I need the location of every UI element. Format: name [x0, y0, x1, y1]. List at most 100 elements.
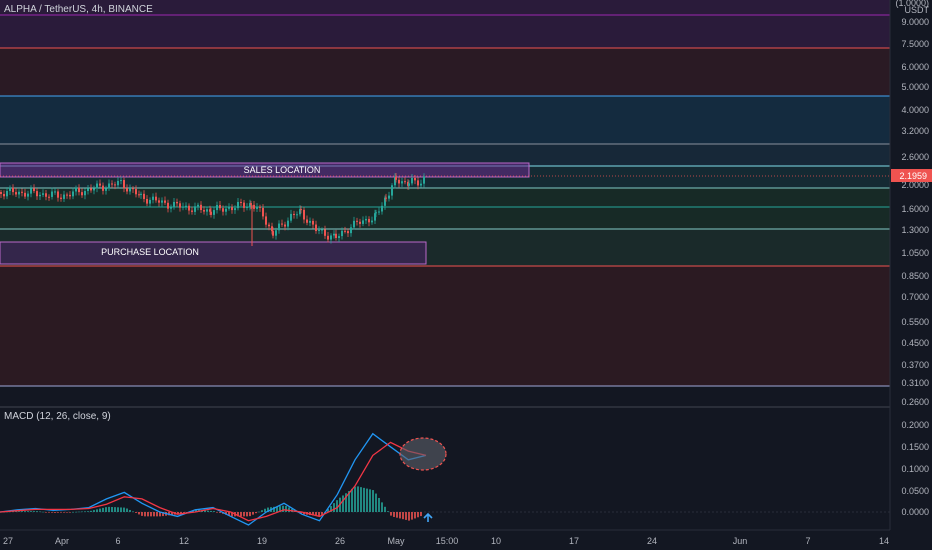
- candle-body: [268, 224, 270, 227]
- candle-body: [391, 185, 393, 196]
- candle-body: [99, 183, 101, 186]
- price-tick-label: 0.7000: [901, 292, 929, 302]
- macd-histogram-bar: [117, 507, 119, 512]
- price-tick-label: 5.0000: [901, 82, 929, 92]
- macd-histogram-bar: [15, 511, 17, 512]
- macd-histogram-bar: [279, 506, 281, 512]
- candle-body: [191, 210, 193, 212]
- purchase-zone[interactable]: [0, 241, 427, 265]
- macd-histogram-bar: [321, 512, 323, 515]
- price-tick-label: 0.3700: [901, 360, 929, 370]
- candle-body: [300, 209, 302, 211]
- macd-pane[interactable]: [0, 408, 890, 530]
- candle-body: [170, 207, 172, 209]
- time-tick-label: 12: [179, 536, 189, 546]
- candle-body: [253, 204, 255, 209]
- macd-histogram-bar: [363, 487, 365, 512]
- candle-body: [48, 196, 50, 198]
- candle-body: [30, 188, 32, 194]
- candle-body: [96, 183, 98, 189]
- macd-histogram-bar: [78, 511, 80, 513]
- candle-body: [164, 200, 166, 203]
- sales-zone[interactable]: [0, 162, 530, 178]
- macd-histogram-bar: [18, 511, 20, 512]
- candle-body: [414, 177, 416, 181]
- macd-histogram-bar: [147, 512, 149, 517]
- macd-histogram-bar: [63, 512, 65, 513]
- candle-body: [66, 194, 68, 196]
- macd-histogram-bar: [123, 507, 125, 512]
- candle-body: [290, 213, 292, 221]
- candle-body: [408, 183, 410, 186]
- candle-body: [371, 220, 373, 223]
- candle-body: [271, 226, 273, 232]
- highlight-ellipse[interactable]: [399, 437, 447, 471]
- up-arrow-icon[interactable]: [423, 512, 433, 522]
- price-tick-label: 6.0000: [901, 62, 929, 72]
- macd-histogram-bar: [213, 511, 215, 512]
- candle-body: [318, 229, 320, 231]
- candle-body: [15, 192, 17, 195]
- candle-body: [135, 189, 137, 195]
- macd-histogram-bar: [135, 512, 137, 513]
- macd-histogram-bar: [72, 511, 74, 513]
- candle-body: [299, 209, 301, 215]
- candle-body: [234, 208, 236, 211]
- macd-plot: [0, 432, 427, 526]
- price-tick-label: 7.5000: [901, 39, 929, 49]
- macd-histogram-bar: [87, 511, 89, 512]
- candle-body: [155, 196, 157, 201]
- candles: [0, 172, 425, 246]
- candle-body: [36, 191, 38, 197]
- candle-body: [123, 180, 125, 189]
- candle-body: [18, 191, 20, 195]
- candle-body: [197, 204, 199, 207]
- macd-histogram-bar: [300, 512, 302, 514]
- macd-histogram-bar: [399, 512, 401, 519]
- macd-histogram-bar: [255, 512, 257, 514]
- macd-histogram-bar: [318, 512, 320, 517]
- time-axis[interactable]: [0, 530, 932, 550]
- candle-body: [120, 180, 122, 182]
- macd-histogram-bar: [162, 512, 164, 517]
- candle-body: [362, 220, 364, 224]
- current-price-badge: [891, 169, 932, 182]
- macd-histogram-bar: [69, 512, 71, 513]
- candle-body: [194, 206, 196, 212]
- time-tick-label: 15:00: [436, 536, 459, 546]
- macd-histogram-bar: [141, 512, 143, 516]
- candle-body: [84, 191, 86, 196]
- macd-histogram-bar: [231, 512, 233, 517]
- macd-histogram-bar: [393, 512, 395, 517]
- candle-body: [81, 192, 83, 196]
- candle-body: [140, 193, 142, 195]
- candle-body: [39, 194, 41, 197]
- candle-body: [42, 193, 44, 195]
- candle-body: [423, 176, 425, 184]
- candle-body: [129, 188, 131, 192]
- price-axis[interactable]: [890, 0, 932, 530]
- price-tick-label: 0.3100: [901, 378, 929, 388]
- candle-body: [284, 224, 286, 227]
- macd-histogram-bar: [420, 512, 422, 517]
- macd-histogram-bar: [357, 486, 359, 512]
- macd-histogram-bar: [96, 509, 98, 512]
- macd-histogram-bar: [216, 512, 218, 513]
- price-tick-label: 1.3000: [901, 225, 929, 235]
- candle-body: [111, 183, 113, 185]
- candle-body: [296, 214, 298, 216]
- candle-body: [219, 205, 221, 209]
- candle-body: [344, 230, 346, 232]
- macd-histogram-bar: [369, 489, 371, 512]
- candle-body: [237, 201, 239, 209]
- candle-body: [256, 206, 258, 209]
- candle-body: [57, 191, 59, 198]
- candle-body: [167, 202, 169, 209]
- candle-body: [306, 219, 308, 223]
- candle-body: [3, 194, 5, 197]
- macd-histogram-bar: [93, 510, 95, 512]
- macd-histogram-bar: [27, 511, 29, 512]
- candle-body: [45, 193, 47, 197]
- candle-body: [75, 187, 77, 192]
- candle-body: [161, 200, 163, 203]
